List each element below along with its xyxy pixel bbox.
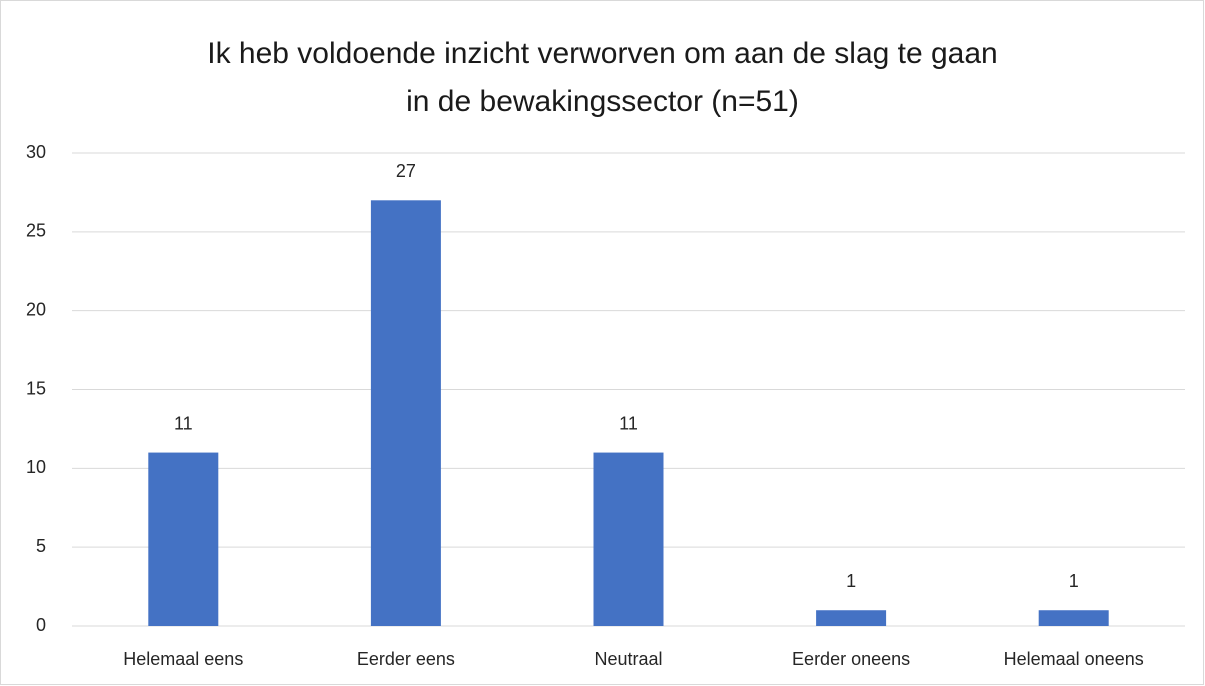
data-label: 11 [174,413,193,433]
data-label: 1 [1069,571,1079,591]
x-tick-label: Helemaal eens [123,649,243,669]
bar [1038,610,1109,626]
data-label: 27 [396,161,416,181]
x-tick-label: Eerder oneens [792,649,910,669]
chart-title: Ik heb voldoende inzicht verworven om aa… [207,37,998,118]
data-label: 1 [846,571,856,591]
y-tick-label: 25 [26,221,46,241]
x-tick-label: Neutraal [594,649,662,669]
y-tick-label: 30 [26,142,46,162]
y-tick-label: 0 [36,615,46,635]
bar [816,610,887,626]
bar [593,452,664,626]
y-tick-label: 15 [26,378,46,398]
y-tick-label: 20 [26,299,46,319]
data-label: 11 [619,413,638,433]
bar [370,200,441,627]
x-tick-label: Helemaal oneens [1004,649,1144,669]
y-tick-label: 5 [36,536,46,556]
x-tick-label: Eerder eens [357,649,455,669]
y-tick-label: 10 [26,457,46,477]
bar [148,452,219,626]
